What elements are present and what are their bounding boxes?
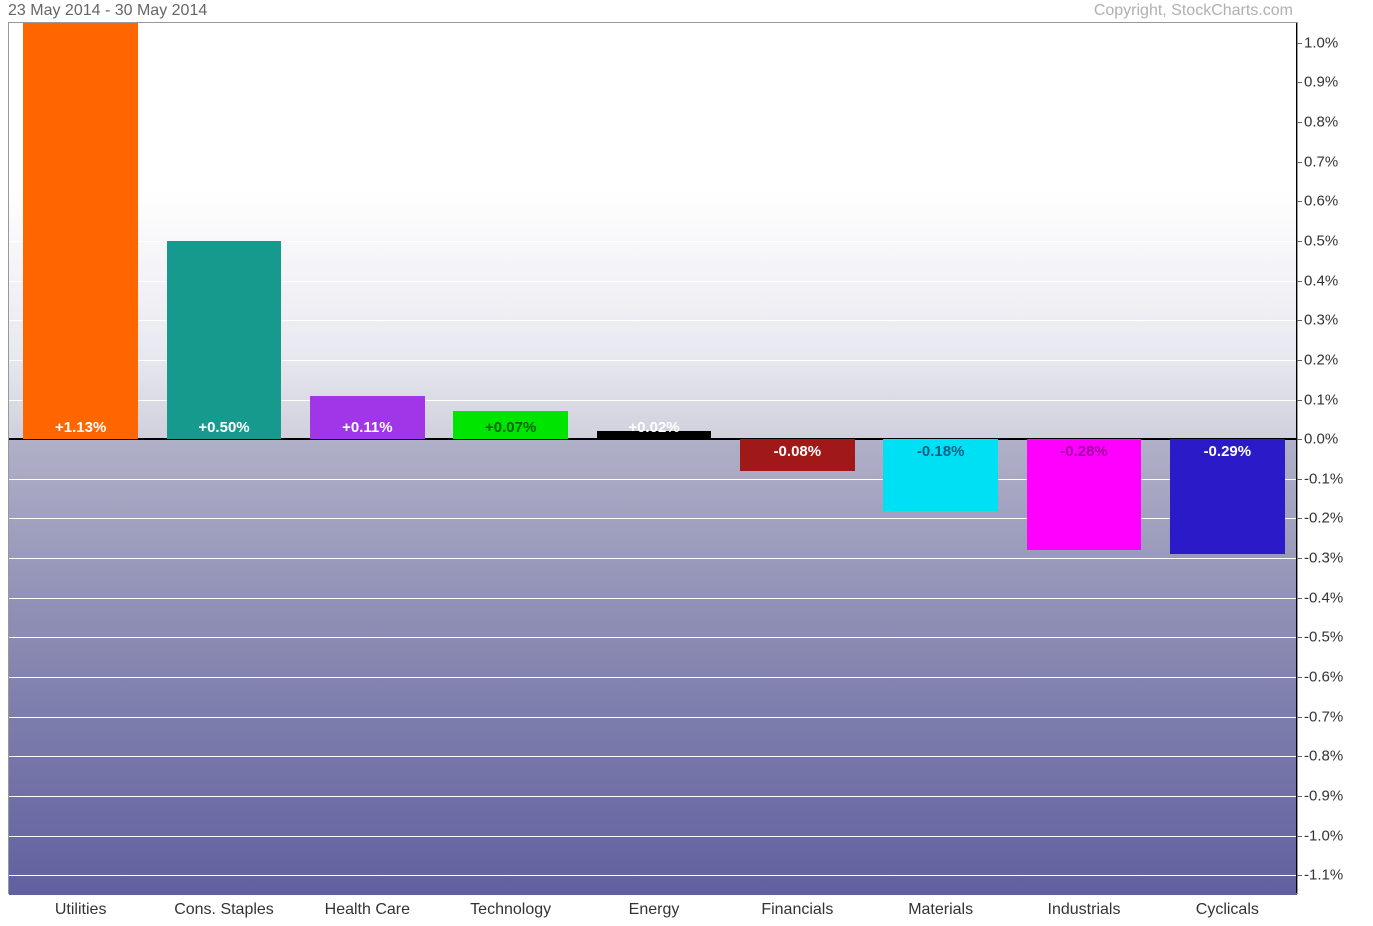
y-tick-mark: [1297, 677, 1302, 678]
bar-value-label: -0.08%: [740, 443, 855, 460]
y-tick-label: -0.5%: [1304, 629, 1359, 646]
y-tick-mark: [1297, 558, 1302, 559]
y-tick-mark: [1297, 320, 1302, 321]
y-tick-label: 1.0%: [1304, 34, 1359, 51]
y-tick-label: 0.4%: [1304, 272, 1359, 289]
y-tick-mark: [1297, 360, 1302, 361]
gridline: [9, 717, 1297, 718]
y-tick-mark: [1297, 281, 1302, 282]
y-tick-label: -0.4%: [1304, 589, 1359, 606]
x-axis-label: Materials: [908, 901, 973, 919]
y-tick-mark: [1297, 637, 1302, 638]
bar-cons-staples: [167, 241, 282, 439]
y-tick-label: 0.6%: [1304, 193, 1359, 210]
y-tick-mark: [1297, 400, 1302, 401]
y-tick-mark: [1297, 439, 1302, 440]
y-tick-label: -0.3%: [1304, 550, 1359, 567]
y-tick-label: -0.7%: [1304, 708, 1359, 725]
gridline: [9, 836, 1297, 837]
y-tick-mark: [1297, 518, 1302, 519]
gridline: [9, 122, 1297, 123]
y-tick-mark: [1297, 82, 1302, 83]
y-axis-border: [1296, 23, 1297, 893]
gridline: [9, 82, 1297, 83]
copyright-label: Copyright, StockCharts.com: [1094, 2, 1293, 20]
gridline: [9, 558, 1297, 559]
y-tick-label: 0.7%: [1304, 153, 1359, 170]
x-axis-label: Industrials: [1048, 901, 1121, 919]
bar-value-label: +0.50%: [167, 419, 282, 436]
y-tick-label: -0.9%: [1304, 787, 1359, 804]
x-axis-label: Financials: [761, 901, 833, 919]
y-tick-label: 0.1%: [1304, 391, 1359, 408]
plot-area: +1.13% +0.50% +0.11% +0.07% +0.02% -0.08% -0.1…: [8, 22, 1298, 894]
y-tick-label: 0.5%: [1304, 233, 1359, 250]
gridline: [9, 43, 1297, 44]
gridline: [9, 162, 1297, 163]
y-tick-label: -0.8%: [1304, 748, 1359, 765]
y-tick-mark: [1297, 598, 1302, 599]
y-tick-mark: [1297, 717, 1302, 718]
gridline: [9, 756, 1297, 757]
gridline: [9, 875, 1297, 876]
gridline: [9, 637, 1297, 638]
sector-performance-chart: 23 May 2014 - 30 May 2014 Copyright, Sto…: [0, 0, 1373, 926]
y-tick-mark: [1297, 201, 1302, 202]
x-axis-label: Utilities: [55, 901, 107, 919]
y-tick-label: 0.0%: [1304, 431, 1359, 448]
y-tick-label: 0.9%: [1304, 74, 1359, 91]
bar-value-label: +0.02%: [597, 419, 712, 436]
bar-value-label: +1.13%: [23, 419, 138, 436]
y-tick-label: -1.1%: [1304, 867, 1359, 884]
y-tick-label: 0.3%: [1304, 312, 1359, 329]
y-tick-mark: [1297, 836, 1302, 837]
y-tick-label: -1.0%: [1304, 827, 1359, 844]
bar-value-label: +0.11%: [310, 419, 425, 436]
gridline: [9, 677, 1297, 678]
y-tick-label: -0.2%: [1304, 510, 1359, 527]
y-tick-mark: [1297, 43, 1302, 44]
x-axis-label: Cyclicals: [1196, 901, 1259, 919]
y-tick-mark: [1297, 479, 1302, 480]
x-axis-label: Cons. Staples: [174, 901, 274, 919]
date-range-label: 23 May 2014 - 30 May 2014: [8, 2, 207, 20]
y-tick-mark: [1297, 796, 1302, 797]
gridline: [9, 796, 1297, 797]
gridline: [9, 201, 1297, 202]
bar-value-label: +0.07%: [453, 419, 568, 436]
bar-utilities: [23, 23, 138, 439]
x-axis-label: Health Care: [325, 901, 410, 919]
bar-value-label: -0.18%: [883, 443, 998, 460]
y-tick-mark: [1297, 875, 1302, 876]
y-tick-label: -0.1%: [1304, 470, 1359, 487]
bars-area: +1.13% +0.50% +0.11% +0.07% +0.02% -0.08% -0.1…: [9, 23, 1297, 893]
bar-value-label: -0.28%: [1027, 443, 1142, 460]
y-tick-mark: [1297, 162, 1302, 163]
x-axis-label: Technology: [470, 901, 551, 919]
y-tick-label: 0.8%: [1304, 114, 1359, 131]
gridline: [9, 598, 1297, 599]
y-tick-label: -0.6%: [1304, 669, 1359, 686]
y-tick-label: 0.2%: [1304, 351, 1359, 368]
y-tick-mark: [1297, 122, 1302, 123]
y-tick-mark: [1297, 241, 1302, 242]
bar-value-label: -0.29%: [1170, 443, 1285, 460]
x-axis-label: Energy: [629, 901, 680, 919]
y-tick-mark: [1297, 756, 1302, 757]
